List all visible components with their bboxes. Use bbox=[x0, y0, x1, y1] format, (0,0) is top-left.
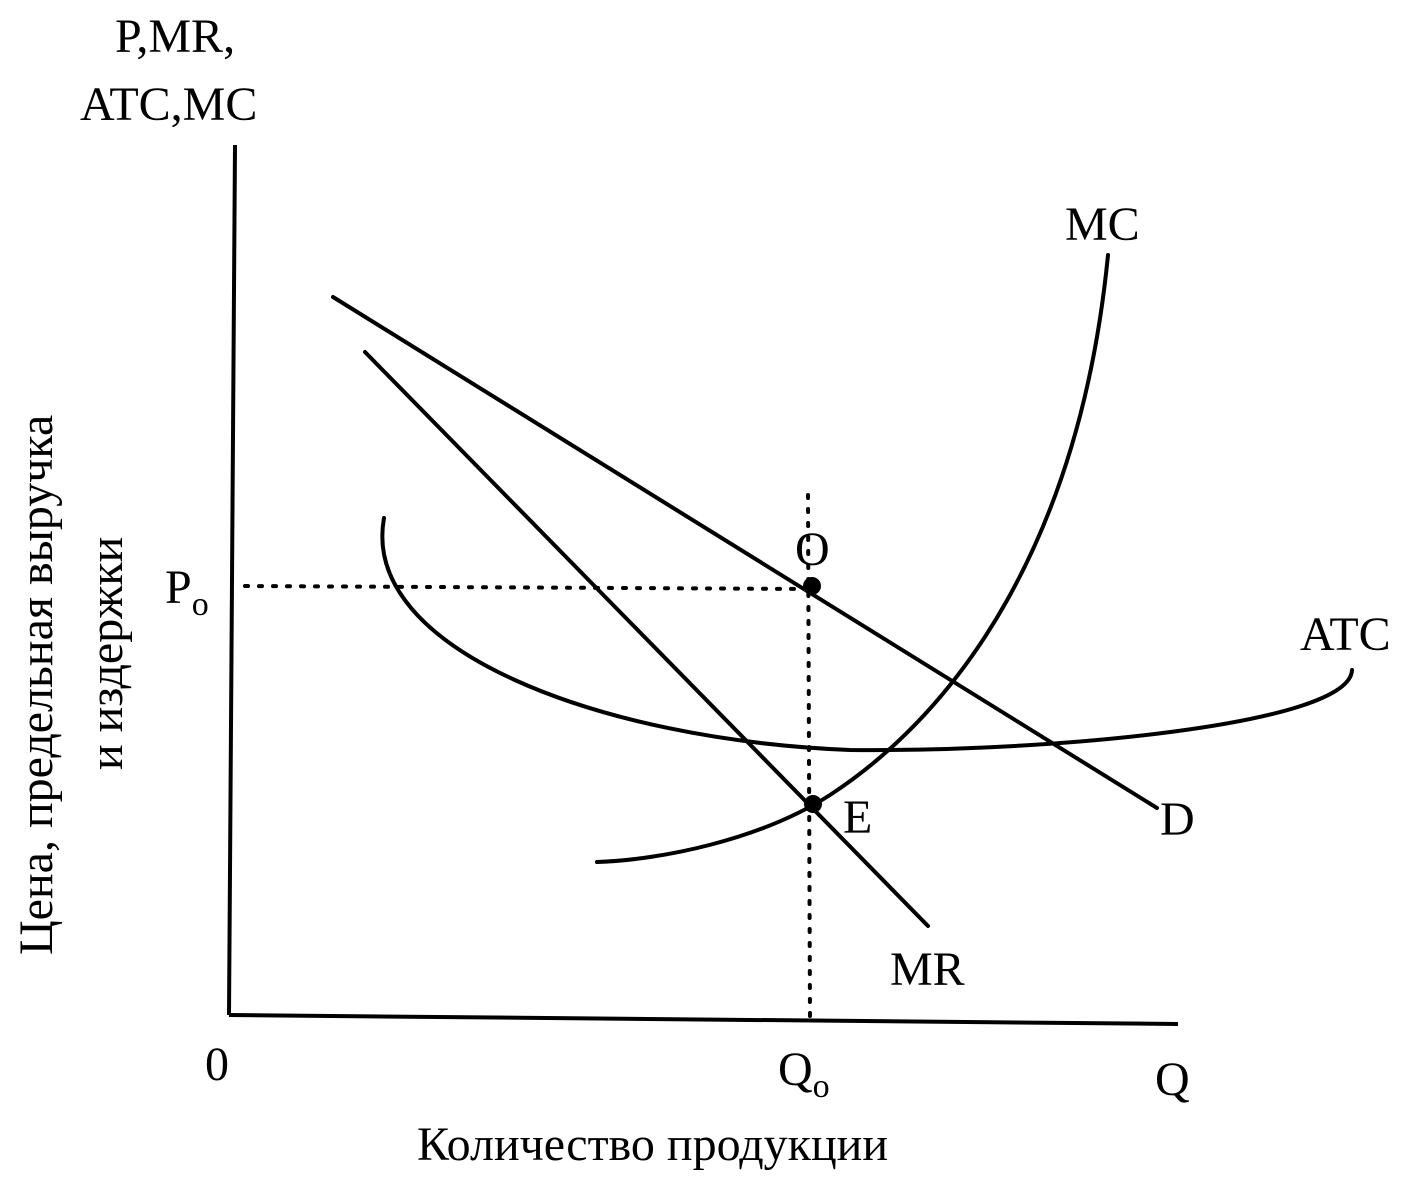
y-axis-label-top: P,MR, bbox=[115, 10, 235, 63]
y-axis-title-line2: и издержки bbox=[80, 537, 133, 770]
y-axis-label-bottom: ATC,MC bbox=[80, 78, 257, 131]
atc-label: ATC bbox=[1300, 608, 1391, 661]
mr-curve bbox=[363, 350, 930, 928]
point-e-label: E bbox=[843, 791, 872, 844]
point-o bbox=[803, 577, 821, 595]
p0-label-sub: o bbox=[192, 586, 209, 623]
q0-label: Qo bbox=[778, 1043, 830, 1105]
p0-label-base: P bbox=[165, 561, 192, 614]
mc-label: MC bbox=[1065, 198, 1140, 251]
p0-guide-line bbox=[243, 584, 812, 591]
x-axis-end-label: Q bbox=[1155, 1053, 1190, 1106]
q0-label-base: Q bbox=[778, 1043, 813, 1096]
mc-curve bbox=[595, 253, 1110, 864]
demand-curve bbox=[331, 295, 1159, 810]
demand-label: D bbox=[1160, 793, 1195, 846]
point-o-label: O bbox=[795, 523, 830, 576]
y-axis-title-line1: Цена, предельная выручка bbox=[10, 415, 63, 955]
y-axis bbox=[227, 144, 237, 1016]
q0-label-sub: o bbox=[813, 1068, 830, 1105]
x-axis-title: Количество продукции bbox=[417, 1118, 888, 1171]
origin-label: 0 bbox=[205, 1038, 229, 1091]
mr-label: MR bbox=[890, 943, 965, 996]
atc-curve bbox=[380, 516, 1354, 753]
point-e bbox=[804, 795, 822, 813]
x-axis bbox=[228, 1013, 1179, 1026]
p0-label: Po bbox=[165, 561, 209, 623]
